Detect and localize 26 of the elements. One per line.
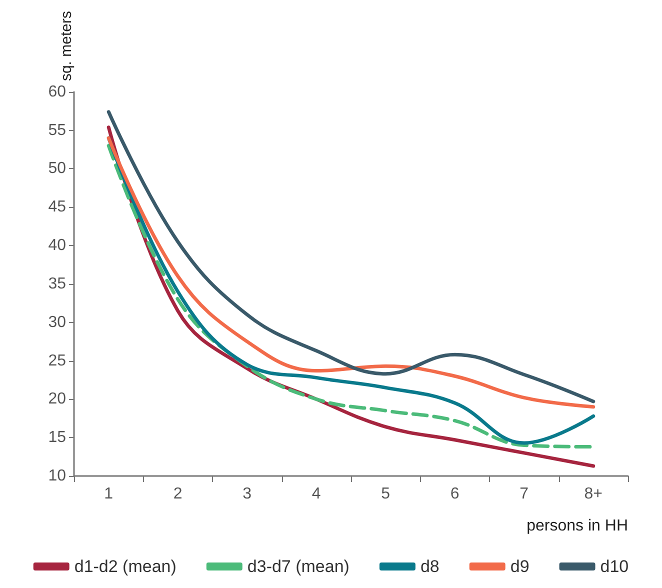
y-tick-label: 35 <box>48 275 66 292</box>
y-axis-title: sq. meters <box>58 11 75 82</box>
legend-label: d1-d2 (mean) <box>74 557 176 576</box>
y-tick-label: 15 <box>48 429 66 446</box>
y-tick-label: 45 <box>48 198 66 216</box>
legend-label: d9 <box>510 557 530 576</box>
legend-label: d10 <box>600 557 629 576</box>
x-tick-label: 1 <box>104 486 114 502</box>
y-tick-label: 30 <box>48 314 66 331</box>
y-tick-label: 60 <box>48 83 66 100</box>
x-tick-label: 5 <box>381 486 390 502</box>
y-tick-label: 20 <box>48 390 66 408</box>
x-tick-label: 8+ <box>584 486 602 502</box>
x-axis-title: persons in HH <box>526 518 628 534</box>
legend-label: d8 <box>420 557 440 576</box>
legend-label: d3-d7 (mean) <box>247 557 350 576</box>
y-tick-label: 50 <box>48 160 66 178</box>
x-tick-label: 7 <box>520 486 529 502</box>
x-tick-label: 4 <box>312 486 321 502</box>
x-tick-label: 6 <box>450 486 460 502</box>
x-tick-label: 3 <box>242 486 252 502</box>
y-tick-label: 40 <box>48 237 66 254</box>
x-tick-label: 2 <box>173 486 182 502</box>
y-tick-label: 55 <box>48 122 66 139</box>
y-tick-label: 10 <box>48 468 66 484</box>
y-tick-label: 25 <box>48 352 66 370</box>
